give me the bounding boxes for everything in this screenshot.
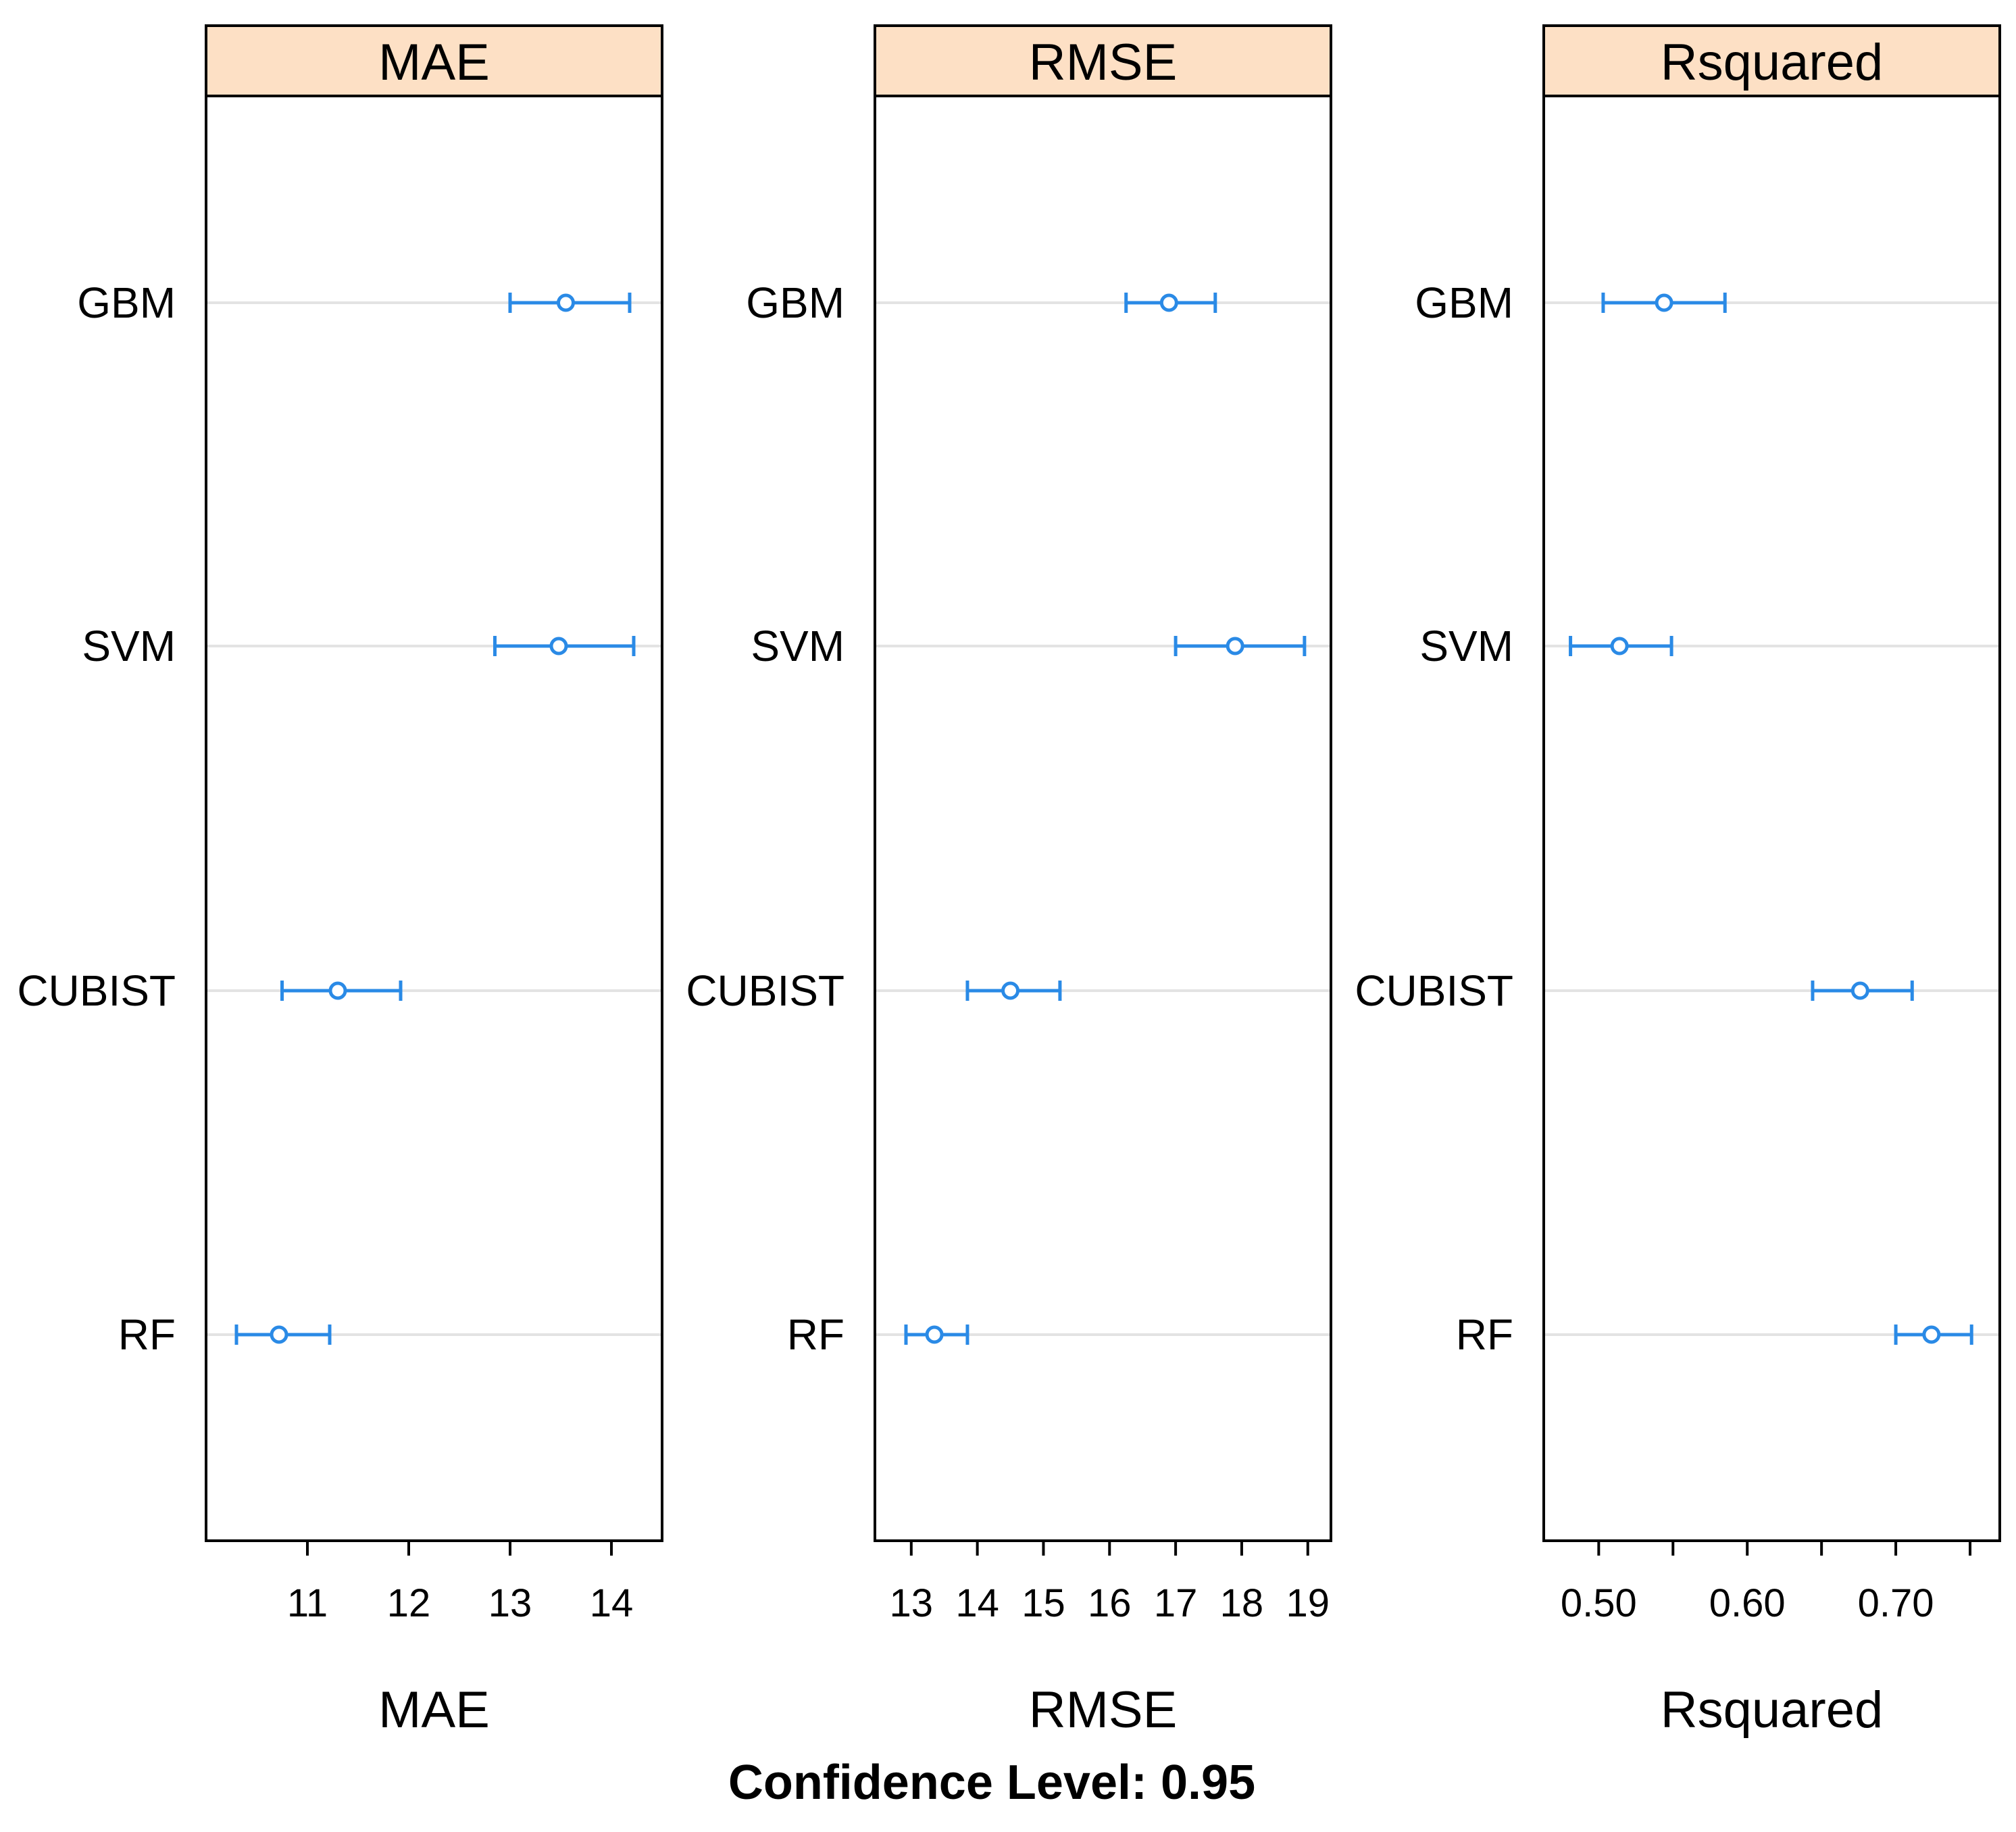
estimate-point [549, 637, 568, 655]
x-tick-label: 0.70 [1858, 1581, 1934, 1625]
x-tick-label: 0.60 [1709, 1581, 1786, 1625]
estimate-point [1655, 293, 1673, 312]
x-axis-title: Rsquared [1661, 1681, 1884, 1739]
panel-frame [1542, 95, 2001, 1542]
category-label-cubist: CUBIST [686, 966, 845, 1015]
strip-header [205, 24, 663, 97]
panels: MAE GBM SVM CUBIST RF 11 12 13 14 MAE RMSE GBM SVM CU… [17, 24, 2001, 1739]
x-tick-label: 13 [488, 1581, 532, 1625]
estimate-point [270, 1325, 288, 1344]
estimate-point [328, 981, 347, 1000]
x-tick-label: 12 [387, 1581, 431, 1625]
confidence-caption: Confidence Level: 0.95 [728, 1756, 1255, 1810]
x-tick-label: 13 [890, 1581, 934, 1625]
category-label-rf: RF [1456, 1310, 1513, 1359]
ci-bar-rf [234, 1325, 332, 1345]
strip-title: Rsquared [1661, 34, 1884, 91]
category-label-gbm: GBM [746, 278, 845, 327]
ci-bar-svm [1569, 636, 1673, 656]
category-label-svm: SVM [1419, 622, 1513, 670]
panel-frame [205, 95, 663, 1542]
estimate-point [925, 1325, 944, 1344]
x-tick-label: 19 [1286, 1581, 1330, 1625]
ci-bar-gbm [1124, 293, 1217, 313]
strip-title: MAE [378, 34, 490, 91]
ci-bar-cubist [965, 981, 1062, 1001]
ci-bar-rf [1894, 1325, 1973, 1345]
ci-bar-cubist [280, 981, 403, 1001]
x-axis-title: RMSE [1029, 1681, 1178, 1739]
strip-title: RMSE [1029, 34, 1178, 91]
x-tick-label: 16 [1088, 1581, 1132, 1625]
ci-bar-cubist [1811, 981, 1914, 1001]
x-tick-label: 17 [1154, 1581, 1198, 1625]
panel-mae: MAE GBM SVM CUBIST RF 11 12 13 14 MAE [17, 24, 663, 1739]
x-tick-label: 0.50 [1561, 1581, 1637, 1625]
category-label-svm: SVM [82, 622, 176, 670]
x-tick-label: 14 [590, 1581, 634, 1625]
ci-bar-svm [493, 636, 636, 656]
ci-bar-rf [904, 1325, 969, 1345]
x-axis-title: MAE [378, 1681, 490, 1739]
x-tick-label: 18 [1220, 1581, 1264, 1625]
category-label-gbm: GBM [1415, 278, 1513, 327]
ci-bar-gbm [508, 293, 632, 313]
x-tick-label: 11 [287, 1581, 328, 1625]
ci-bar-gbm [1601, 293, 1727, 313]
estimate-point [1159, 293, 1178, 312]
estimate-point [557, 293, 575, 312]
estimate-point [1226, 637, 1244, 655]
category-label-cubist: CUBIST [1355, 966, 1513, 1015]
strip-header [874, 24, 1332, 97]
category-label-cubist: CUBIST [17, 966, 176, 1015]
estimate-point [1850, 981, 1869, 1000]
panel-rsquared: Rsquared GBM SVM CUBIST RF 0.50 0.60 0.70 Rsquar… [1355, 24, 2001, 1739]
estimate-point [1922, 1325, 1941, 1344]
estimate-point [1001, 981, 1020, 1000]
category-label-gbm: GBM [77, 278, 176, 327]
estimate-point [1610, 637, 1629, 655]
x-tick-label: 15 [1022, 1581, 1065, 1625]
panel-frame [874, 95, 1332, 1542]
category-label-rf: RF [118, 1310, 176, 1359]
ci-bar-svm [1174, 636, 1307, 656]
x-tick-label: 14 [955, 1581, 999, 1625]
category-label-rf: RF [787, 1310, 845, 1359]
panel-rmse: RMSE GBM SVM CUBIST RF 13 14 15 16 17 18 19 RMSE [686, 24, 1332, 1739]
category-label-svm: SVM [751, 622, 845, 670]
